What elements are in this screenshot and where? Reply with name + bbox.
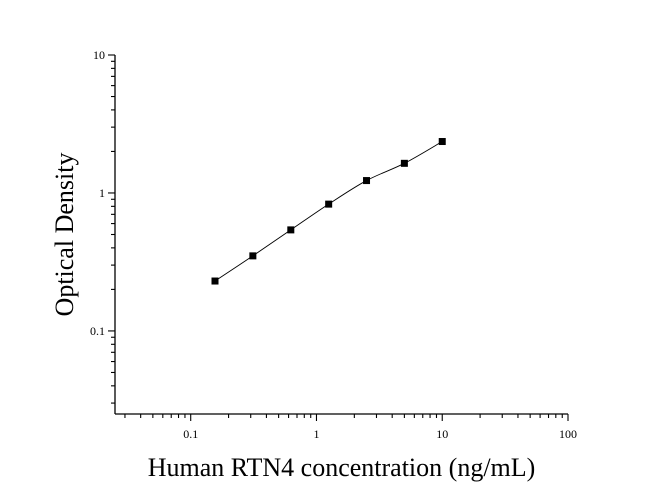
x-axis-title: Human RTN4 concentration (ng/mL) <box>148 453 536 482</box>
data-point <box>438 138 446 146</box>
data-point <box>211 277 219 285</box>
x-tick-label: 0.1 <box>183 427 198 441</box>
data-point <box>400 159 408 167</box>
fit-curve <box>214 141 443 282</box>
x-tick-labels: 0.1 1 10 100 <box>183 427 577 441</box>
x-tick-label: 10 <box>436 427 448 441</box>
y-tick-label: 10 <box>93 48 105 62</box>
data-point <box>287 226 295 234</box>
y-axis-title: Optical Density <box>50 153 79 317</box>
fit-curve-group <box>214 141 443 282</box>
y-tick-label: 1 <box>99 186 105 200</box>
y-tick-label: 0.1 <box>90 324 105 338</box>
axes <box>114 55 568 415</box>
y-ticks <box>108 54 115 404</box>
x-tick-label: 1 <box>313 427 319 441</box>
data-point <box>325 200 333 208</box>
data-point <box>249 252 257 260</box>
y-tick-labels: 0.1 1 10 <box>90 48 105 338</box>
x-ticks <box>124 414 569 421</box>
x-tick-label: 100 <box>559 427 577 441</box>
data-points <box>211 138 446 285</box>
data-point <box>363 177 371 185</box>
